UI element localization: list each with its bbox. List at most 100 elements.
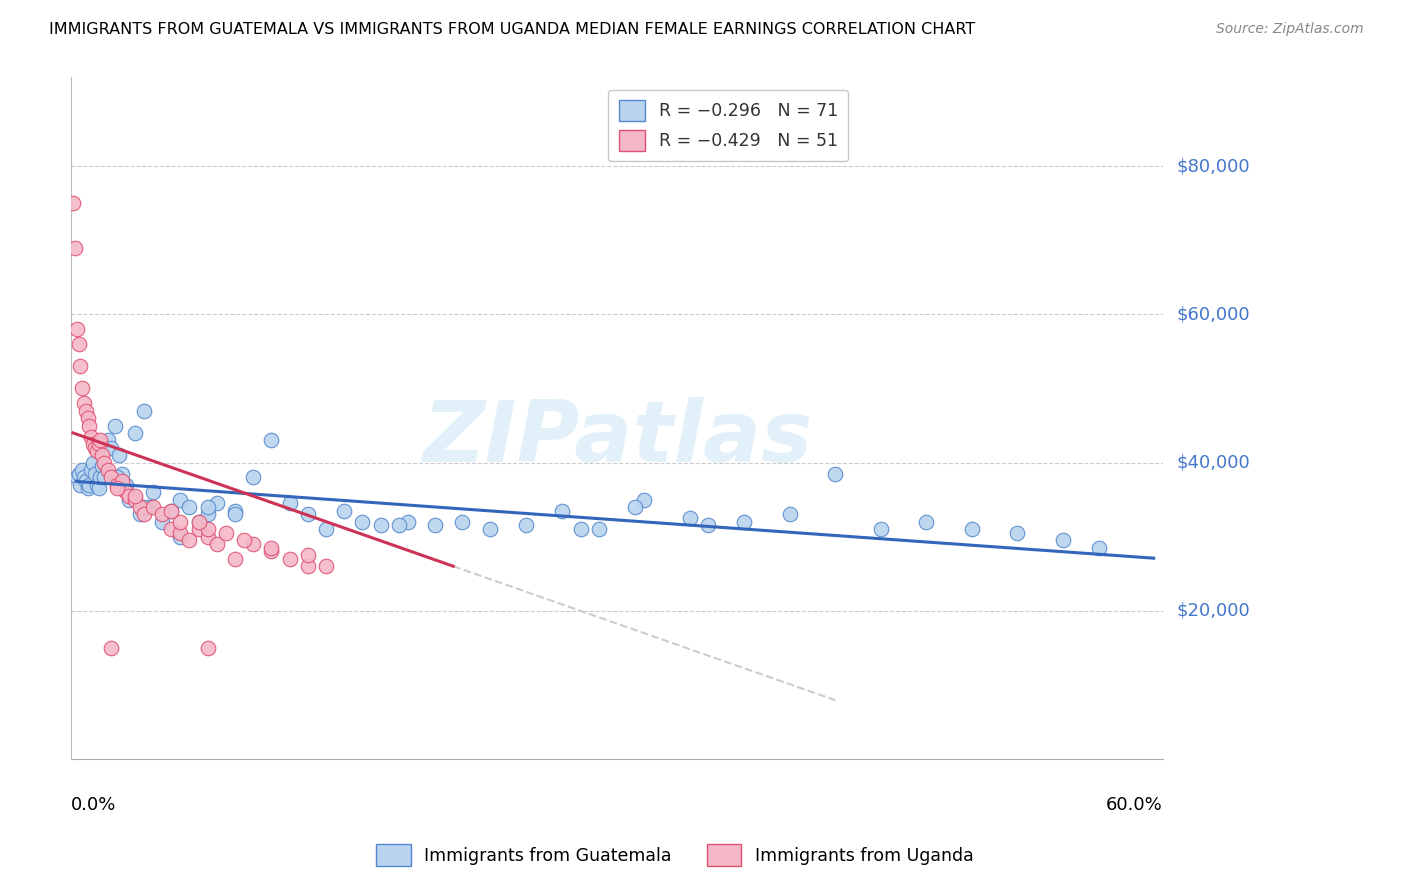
Point [205,496,228,510]
Point [142,500,165,514]
Point [187,515,209,529]
Point [779,508,801,522]
Point [83,467,105,481]
Point [315,559,337,574]
Point [86,477,108,491]
Point [70,382,93,396]
Point [588,522,610,536]
Point [169,530,191,544]
Text: ZIPatlas: ZIPatlas [422,397,813,480]
Point [97,463,120,477]
Point [315,522,337,536]
Point [89,434,111,448]
Point [114,485,136,500]
Point [105,470,128,484]
Point [224,508,246,522]
Point [114,477,136,491]
Point [67,337,90,351]
Text: 0.0%: 0.0% [72,797,117,814]
Point [82,437,104,451]
Point [142,485,165,500]
Point [260,544,283,558]
Point [70,463,93,477]
Point [124,492,146,507]
Point [197,508,219,522]
Legend: Immigrants from Guatemala, Immigrants from Uganda: Immigrants from Guatemala, Immigrants fr… [368,838,981,872]
Point [224,504,246,518]
Point [160,504,183,518]
Point [111,467,134,481]
Point [1088,541,1111,555]
Point [87,482,110,496]
Text: $20,000: $20,000 [1177,602,1250,620]
Point [93,456,115,470]
Point [633,492,655,507]
Legend: R = −0.296   N = 71, R = −0.429   N = 51: R = −0.296 N = 71, R = −0.429 N = 51 [609,89,848,161]
Point [105,482,128,496]
Point [129,508,152,522]
Point [197,500,219,514]
Point [915,515,938,529]
Point [118,492,141,507]
Point [132,508,155,522]
Point [278,496,301,510]
Point [73,470,96,484]
Point [515,518,537,533]
Point [169,492,191,507]
Point [224,551,246,566]
Point [66,322,89,336]
Point [76,411,98,425]
Point [160,522,183,536]
Point [111,474,134,488]
Point [1052,533,1074,548]
Text: IMMIGRANTS FROM GUATEMALA VS IMMIGRANTS FROM UGANDA MEDIAN FEMALE EARNINGS CORRE: IMMIGRANTS FROM GUATEMALA VS IMMIGRANTS … [49,22,976,37]
Point [118,489,141,503]
Point [100,640,122,655]
Text: $80,000: $80,000 [1177,157,1250,176]
Point [91,459,114,474]
Point [624,500,647,514]
Point [242,537,264,551]
Text: Source: ZipAtlas.com: Source: ZipAtlas.com [1216,22,1364,37]
Point [66,470,89,484]
Point [215,525,238,540]
Point [132,500,155,514]
Point [86,444,108,458]
Point [187,515,209,529]
Point [169,515,191,529]
Point [63,241,86,255]
Text: 60.0%: 60.0% [1107,797,1163,814]
Point [960,522,983,536]
Point [197,640,219,655]
Point [733,515,755,529]
Point [97,434,120,448]
Text: $40,000: $40,000 [1177,453,1250,472]
Point [569,522,592,536]
Point [80,429,103,443]
Point [75,474,97,488]
Point [91,448,114,462]
Point [80,463,103,477]
Point [75,403,97,417]
Point [233,533,256,548]
Point [76,482,98,496]
Point [679,511,702,525]
Point [67,467,90,481]
Point [100,470,122,484]
Point [100,441,122,455]
Point [352,515,374,529]
Point [87,437,110,451]
Text: $60,000: $60,000 [1177,305,1250,324]
Point [69,359,91,374]
Point [388,518,411,533]
Point [423,518,446,533]
Point [169,525,191,540]
Point [197,530,219,544]
Point [73,396,96,410]
Point [205,537,228,551]
Point [297,508,319,522]
Point [297,559,319,574]
Point [83,441,105,455]
Point [551,504,574,518]
Point [82,456,104,470]
